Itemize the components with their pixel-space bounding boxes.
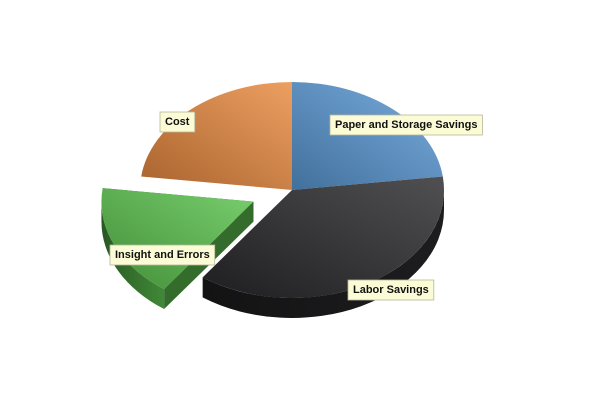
- pie-slice-cost: [141, 82, 292, 190]
- pie-label-box-cost: [159, 111, 196, 133]
- pie-label-box-labor-savings: [347, 279, 435, 301]
- pie-slice-paper-and-storage-savings: [292, 82, 443, 190]
- pie-label-labor-savings: Labor Savings: [347, 279, 435, 301]
- pie-label-cost: Cost: [159, 111, 196, 133]
- pie-label-insight-and-errors: Insight and Errors: [109, 244, 216, 266]
- pie-label-paper-and-storage-savings: Paper and Storage Savings: [329, 114, 483, 136]
- pie-labels: Paper and Storage Savings Labor Savings In…: [109, 111, 483, 301]
- pie-label-text-labor-savings: Labor Savings: [353, 284, 429, 296]
- pie-slice-labor-savings: [202, 176, 444, 299]
- pie-label-text-paper-and-storage-savings: Paper and Storage Savings: [335, 119, 477, 131]
- pie-label-text-cost: Cost: [165, 116, 190, 128]
- pie-label-box-paper-and-storage-savings: [329, 114, 483, 136]
- pie-slice-tops: [101, 82, 444, 299]
- pie-label-box-insight-and-errors: [109, 244, 216, 266]
- pie-label-text-insight-and-errors: Insight and Errors: [115, 249, 210, 261]
- pie-side-insight-and-errors: [101, 201, 165, 310]
